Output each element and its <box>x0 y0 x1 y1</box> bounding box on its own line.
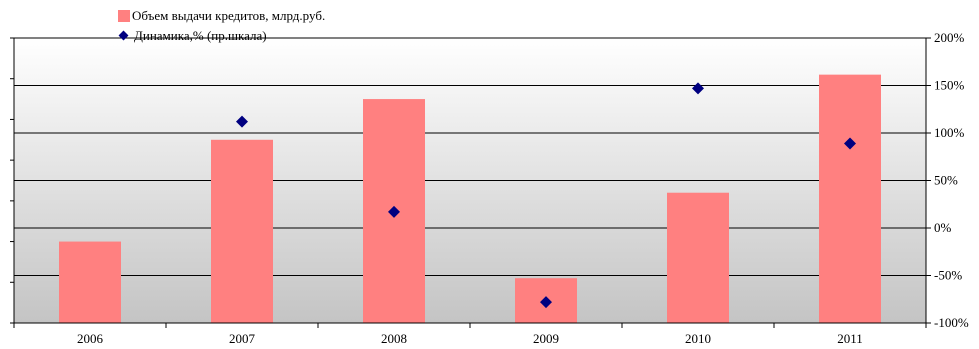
x-tick-label: 2007 <box>229 331 256 346</box>
axes <box>10 37 931 328</box>
right-tick-label: 100% <box>934 125 965 140</box>
legend-label-bars: Объем выдачи кредитов, млрд.руб. <box>132 8 326 23</box>
gridlines <box>14 37 926 276</box>
data-point <box>236 115 248 128</box>
right-tick-label: -100% <box>934 315 969 330</box>
bar <box>211 139 273 323</box>
x-tick-label: 2009 <box>533 331 559 346</box>
bar <box>819 74 881 324</box>
bar <box>59 241 121 323</box>
right-tick-label: 150% <box>934 78 965 93</box>
bar <box>667 192 729 323</box>
right-tick-label: 50% <box>934 173 958 188</box>
legend-swatch-bar <box>118 10 130 22</box>
legend: Объем выдачи кредитов, млрд.руб. Динамик… <box>118 6 325 46</box>
data-point <box>844 137 856 150</box>
x-axis-labels: 2006 2007 2008 2009 2010 2011 <box>77 331 863 346</box>
right-tick-label: 200% <box>934 30 965 45</box>
right-tick-label: 0% <box>934 220 952 235</box>
legend-label-markers: Динамика,% (пр.шкала) <box>134 28 267 43</box>
right-axis-labels: -100% -50% 0% 50% 100% 150% 200% <box>934 30 969 330</box>
data-point <box>388 205 400 218</box>
legend-item-bars: Объем выдачи кредитов, млрд.руб. <box>118 6 325 26</box>
marker-series <box>236 82 856 309</box>
data-point <box>692 82 704 95</box>
legend-swatch-diamond <box>118 30 130 42</box>
legend-item-markers: Динамика,% (пр.шкала) <box>118 26 325 46</box>
x-tick-label: 2011 <box>837 331 863 346</box>
x-tick-label: 2010 <box>685 331 711 346</box>
x-tick-label: 2006 <box>77 331 104 346</box>
right-tick-label: -50% <box>934 268 962 283</box>
bar-series <box>59 74 881 324</box>
x-tick-label: 2008 <box>381 331 407 346</box>
data-point <box>540 296 552 309</box>
